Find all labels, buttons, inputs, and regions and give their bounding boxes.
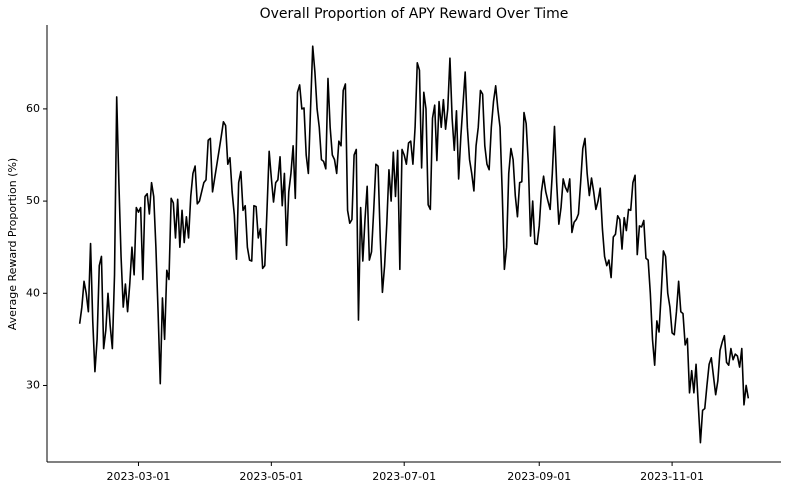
x-tick-label: 2023-09-01 — [507, 470, 571, 483]
y-tick-label: 30 — [26, 378, 40, 391]
x-tick-label: 2023-11-01 — [640, 470, 704, 483]
y-tick-label: 40 — [26, 286, 40, 299]
x-tick-label: 2023-03-01 — [107, 470, 171, 483]
y-axis-label: Average Reward Proportion (%) — [6, 158, 19, 330]
y-tick-label: 60 — [26, 102, 40, 115]
x-tick-label: 2023-07-01 — [372, 470, 436, 483]
y-tick-label: 50 — [26, 194, 40, 207]
line-series — [78, 45, 750, 444]
x-tick-label: 2023-05-01 — [239, 470, 303, 483]
chart-title: Overall Proportion of APY Reward Over Ti… — [260, 6, 569, 22]
